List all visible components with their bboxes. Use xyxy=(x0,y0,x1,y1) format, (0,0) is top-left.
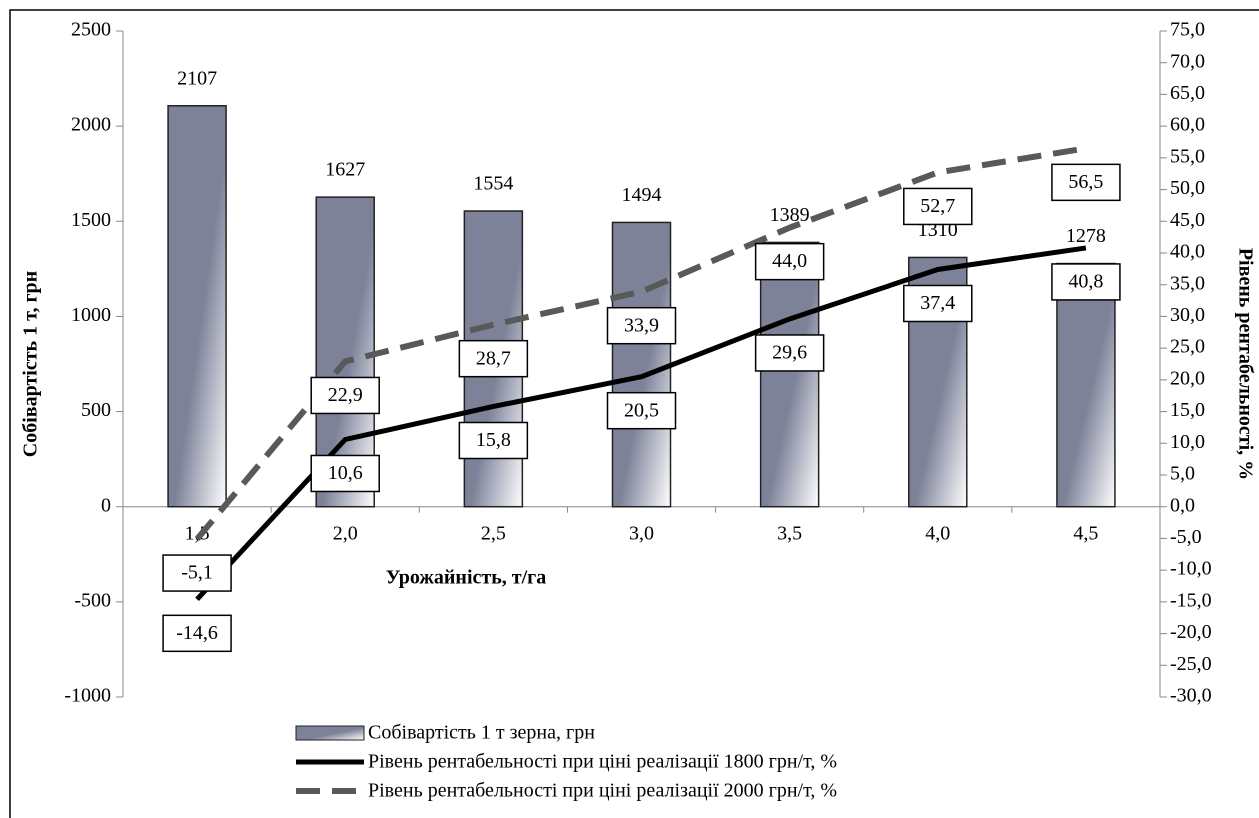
bar-label: 1494 xyxy=(622,184,662,206)
data-label-box xyxy=(458,421,529,460)
y2-tick-label: 40,0 xyxy=(1170,241,1205,263)
data-label: -14,6 xyxy=(176,622,218,644)
x-axis-title: Урожайність, т/га xyxy=(386,567,547,589)
data-label-box xyxy=(162,554,232,592)
data-label-box xyxy=(903,187,973,226)
y-tick-label: 1500 xyxy=(71,209,111,231)
chart-frame xyxy=(9,9,1259,818)
x-tick-label: 3,5 xyxy=(777,522,802,544)
y2-axis-title: Рівень рентабельності, % xyxy=(1234,248,1256,480)
y2-tick-label: 10,0 xyxy=(1170,431,1205,453)
y-tick-label: 500 xyxy=(81,399,111,421)
bar-label: 1278 xyxy=(1066,225,1106,247)
data-label-box xyxy=(1051,263,1121,301)
legend-label: Рівень рентабельності при ціні реалізаці… xyxy=(368,780,837,802)
x-tick-label: 2,5 xyxy=(481,522,506,544)
y2-tick-label: 50,0 xyxy=(1170,177,1205,199)
x-tick-label: 4,5 xyxy=(1073,522,1098,544)
data-label: 37,4 xyxy=(920,292,955,314)
data-label-box xyxy=(162,614,232,653)
bar xyxy=(759,241,820,508)
data-label: 20,5 xyxy=(624,399,659,421)
data-label: 52,7 xyxy=(920,195,955,217)
y2-tick-label: 5,0 xyxy=(1170,463,1195,485)
y-axis-title: Собівартість 1 т, грн xyxy=(20,271,42,457)
y2-tick-label: -10,0 xyxy=(1170,558,1212,580)
y-tick-label: 0 xyxy=(101,494,111,516)
data-label-box xyxy=(754,334,825,372)
y-tick-label: 2500 xyxy=(71,19,111,41)
data-label-box xyxy=(310,376,380,415)
legend-label: Собівартість 1 т зерна, грн xyxy=(368,722,595,744)
data-label: 44,0 xyxy=(772,250,807,272)
data-label-box xyxy=(903,284,973,323)
y-tick-label: -500 xyxy=(74,589,111,611)
y2-tick-label: 35,0 xyxy=(1170,272,1205,294)
y-tick-label: 2000 xyxy=(71,114,111,136)
y2-tick-label: 75,0 xyxy=(1170,19,1205,41)
data-label-box xyxy=(606,306,677,345)
x-tick-label: 4,0 xyxy=(925,522,950,544)
y2-tick-label: 70,0 xyxy=(1170,50,1205,72)
data-label: 28,7 xyxy=(476,347,511,369)
data-label: 22,9 xyxy=(328,384,363,406)
x-tick-label: 3,0 xyxy=(629,522,654,544)
legend-swatch xyxy=(295,725,365,741)
y2-tick-label: 30,0 xyxy=(1170,304,1205,326)
bar-label: 1389 xyxy=(770,204,810,226)
bar xyxy=(1056,262,1116,508)
bar-label: 2107 xyxy=(177,67,217,89)
y2-tick-label: 15,0 xyxy=(1170,399,1205,421)
x-tick-label: 2,0 xyxy=(333,522,358,544)
y-tick-label: 1000 xyxy=(71,304,111,326)
data-label: -5,1 xyxy=(181,562,213,584)
y2-tick-label: 20,0 xyxy=(1170,367,1205,389)
bar-label: 1627 xyxy=(325,159,365,181)
y2-tick-label: 60,0 xyxy=(1170,114,1205,136)
y2-tick-label: -30,0 xyxy=(1170,685,1212,707)
data-label: 29,6 xyxy=(772,342,807,364)
y2-tick-label: 55,0 xyxy=(1170,145,1205,167)
y2-tick-label: -20,0 xyxy=(1170,621,1212,643)
data-label: 40,8 xyxy=(1068,271,1103,293)
data-label: 33,9 xyxy=(624,314,659,336)
y2-tick-label: 45,0 xyxy=(1170,209,1205,231)
y-tick-label: -1000 xyxy=(64,685,111,707)
data-label: 15,8 xyxy=(476,429,511,451)
legend-label: Рівень рентабельності при ціні реалізаці… xyxy=(368,751,837,773)
y2-tick-label: 65,0 xyxy=(1170,82,1205,104)
data-label: 56,5 xyxy=(1068,171,1103,193)
line xyxy=(194,145,1087,541)
y2-tick-label: -15,0 xyxy=(1170,589,1212,611)
data-label-box xyxy=(458,339,529,378)
data-label-box xyxy=(754,242,825,281)
y2-tick-label: -5,0 xyxy=(1170,526,1202,548)
data-label-box xyxy=(310,454,380,493)
bar xyxy=(611,221,672,508)
data-label-box xyxy=(1051,163,1121,202)
y2-tick-label: 25,0 xyxy=(1170,336,1205,358)
y2-tick-label: -25,0 xyxy=(1170,653,1212,675)
y2-tick-label: 0,0 xyxy=(1170,494,1195,516)
bar-label: 1554 xyxy=(473,173,513,195)
line xyxy=(195,245,1087,602)
bar xyxy=(167,105,227,508)
data-label: 10,6 xyxy=(328,462,363,484)
data-label-box xyxy=(606,391,677,430)
